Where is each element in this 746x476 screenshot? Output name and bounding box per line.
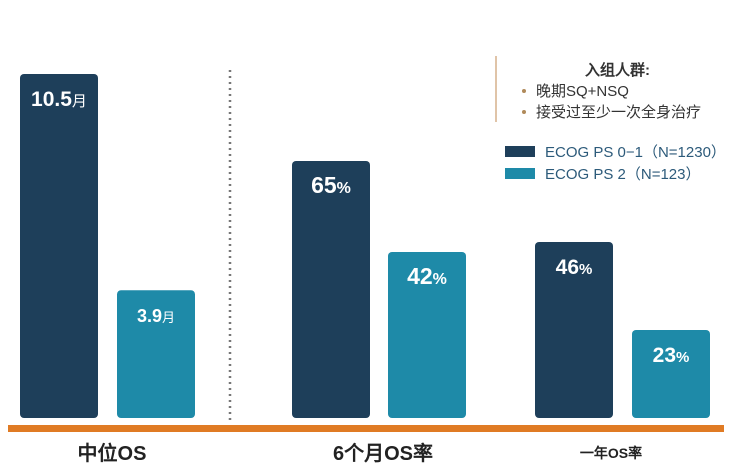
bar-value-label: 23% [653, 344, 690, 367]
legend-label-ps01: ECOG PS 0−1（N=1230） [545, 144, 726, 161]
note-item: 接受过至少一次全身治疗 [536, 103, 701, 121]
bar-ps01 [20, 74, 98, 418]
population-note: 入组人群: 晚期SQ+NSQ 接受过至少一次全身治疗 [495, 56, 701, 122]
x-axis-baseline [8, 425, 724, 432]
bars-layer: 10.5月 3.9月 65% 42% 46% 23% [20, 74, 710, 418]
bar-value-label: 42% [407, 263, 447, 289]
category-label: 中位OS [78, 441, 147, 465]
bar-ps2 [632, 330, 710, 418]
legend-label-ps2: ECOG PS 2（N=123） [545, 166, 700, 183]
note-item: 晚期SQ+NSQ [536, 83, 629, 100]
bar-ps2 [117, 290, 195, 418]
bar-value-label: 10.5月 [31, 88, 87, 111]
legend-swatch-ps2 [505, 168, 535, 179]
note-bullet [522, 110, 526, 114]
bar-value-label: 65% [311, 172, 351, 198]
bar-ps2 [388, 251, 466, 418]
bar-value-label: 46% [556, 256, 593, 279]
legend: ECOG PS 0−1（N=1230） ECOG PS 2（N=123） [505, 144, 726, 183]
bar-ps01 [535, 242, 613, 418]
category-label: 一年OS率 [580, 445, 642, 461]
note-title: 入组人群: [585, 61, 650, 79]
category-labels: 中位OS 6个月OS率 一年OS率 [78, 441, 643, 465]
bar-value-label: 3.9月 [137, 306, 175, 326]
bar-ps01 [292, 161, 370, 418]
legend-swatch-ps01 [505, 146, 535, 157]
note-bullet [522, 89, 526, 93]
category-label: 6个月OS率 [333, 441, 433, 465]
